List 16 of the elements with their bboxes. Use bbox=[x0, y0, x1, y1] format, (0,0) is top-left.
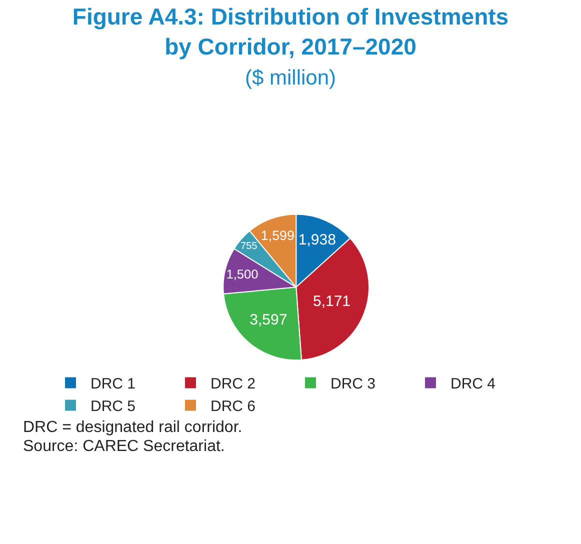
legend-label: DRC 2 bbox=[210, 376, 256, 393]
data-label: 3,597 bbox=[250, 311, 288, 328]
legend-label: DRC 3 bbox=[330, 376, 376, 393]
chart-title: Figure A4.3: Distribution of Investments by Corridor, 2017–2020 bbox=[72, 3, 509, 60]
data-label: 755 bbox=[240, 240, 258, 252]
data-label: 5,171 bbox=[312, 292, 351, 310]
chart-subtitle: ($ million) bbox=[244, 66, 336, 90]
data-label: 1,938 bbox=[298, 231, 336, 248]
data-label: 1,500 bbox=[226, 266, 258, 282]
legend-label: DRC 4 bbox=[450, 376, 496, 393]
data-label: 1,599 bbox=[260, 228, 294, 243]
text: DRC = designated rail corridor. bbox=[23, 419, 242, 436]
source-note: Source: CAREC Secretariat. bbox=[23, 438, 225, 455]
legend-label: DRC 1 bbox=[90, 376, 136, 393]
legend-label: DRC 5 bbox=[90, 398, 136, 416]
legend-label: DRC 6 bbox=[210, 398, 256, 416]
